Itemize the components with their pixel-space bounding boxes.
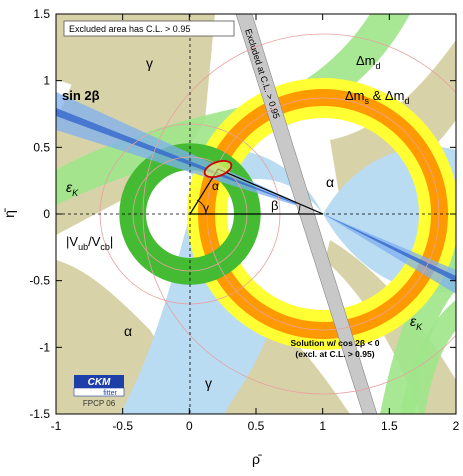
y-tick-label: -1.5 [29, 407, 50, 421]
ckmfitter-logo: CKM fitter FPCP 06 [73, 375, 125, 408]
gamma-label-apex: γ [203, 201, 209, 215]
dmd-annulus [187, 78, 456, 350]
sin2beta-band [56, 92, 456, 294]
epsk-label-left: εK [66, 179, 79, 198]
axis-ticks: -1 -0.5 0 0.5 1 1.5 2-1.5-1-0.500.511.5 [29, 7, 459, 433]
apex-ellipse [203, 159, 233, 179]
y-tick-label: -1 [39, 340, 50, 354]
blue-region-lower [120, 214, 270, 414]
y-tick-label: 0 [43, 207, 50, 221]
alpha-label-lower: α [124, 323, 132, 339]
x-axis-label: ρ̄ [252, 451, 262, 467]
logo-sub: fitter [103, 390, 117, 397]
sin2beta-band-inner [56, 108, 456, 282]
gamma-label-upper: γ [146, 55, 153, 71]
x-tick-label: 2 [453, 419, 460, 433]
alpha-label-right: α [326, 174, 334, 190]
logo-name: CKM [88, 377, 111, 388]
x-tick-label: 1.5 [381, 419, 398, 433]
x-tick-label: 0.5 [248, 419, 265, 433]
alpha-label-apex: α [212, 179, 219, 193]
solution-label-line1: Solution w/ cos 2β < 0 [290, 338, 379, 348]
y-tick-label: 0.5 [33, 140, 50, 154]
gamma-label-lower: γ [205, 375, 212, 391]
x-tick-label: 0 [186, 419, 193, 433]
excluded-area-box [63, 20, 235, 37]
gamma-arc [196, 199, 207, 215]
y-tick-label: -0.5 [29, 274, 50, 288]
epsk-label-right: εK [410, 313, 423, 332]
epsk-band-right [400, 300, 456, 414]
sin2beta-label: sin 2β [62, 88, 100, 103]
solution-label-line2: (excl. at C.L. > 0.95) [295, 349, 374, 359]
vub-vcb-label: |Vub/Vcb| [66, 234, 113, 252]
beta-label: β [271, 198, 278, 213]
x-tick-label: -1 [51, 419, 62, 433]
y-axis-label: η̄ [1, 208, 17, 218]
dmd-label: Δmd [356, 53, 381, 71]
y-tick-label: 1 [43, 74, 50, 88]
logo-tag: FPCP 06 [83, 399, 116, 408]
x-tick-label: -0.5 [112, 419, 133, 433]
excluded-area-label: Excluded area has C.L. > 0.95 [69, 24, 190, 34]
y-tick-label: 1.5 [33, 7, 50, 21]
plot-area [56, 14, 456, 414]
dms-dmd-label: Δms & Δmd [345, 88, 409, 106]
x-tick-label: 1 [319, 419, 326, 433]
